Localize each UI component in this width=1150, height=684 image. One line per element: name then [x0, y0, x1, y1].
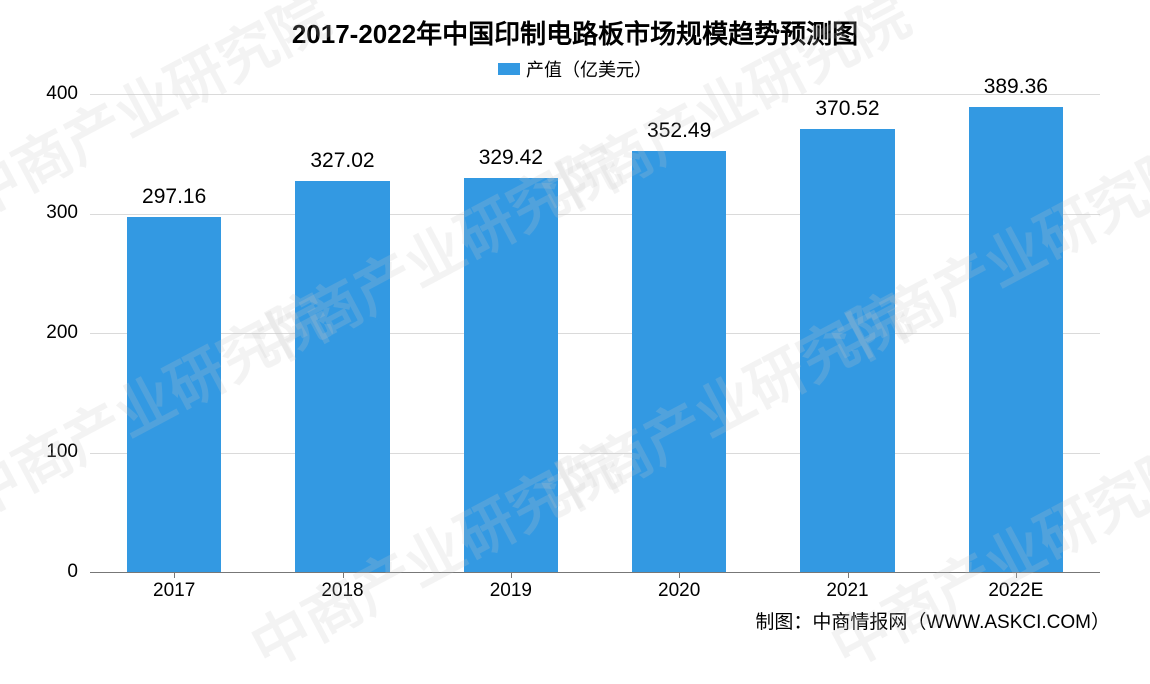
x-tick-mark	[174, 572, 175, 578]
plot-area: 0100200300400297.162017327.022018329.422…	[90, 94, 1100, 572]
x-tick-label: 2020	[658, 580, 700, 602]
x-tick-label: 2018	[321, 580, 363, 602]
data-label: 297.16	[142, 185, 206, 209]
y-tick-label: 400	[30, 83, 78, 105]
legend-swatch-icon	[498, 63, 520, 75]
bar	[800, 129, 894, 572]
bar	[464, 178, 558, 572]
x-tick-label: 2019	[490, 580, 532, 602]
legend-label: 产值（亿美元）	[526, 56, 652, 82]
x-tick-mark	[679, 572, 680, 578]
chart-title: 2017-2022年中国印制电路板市场规模趋势预测图	[0, 14, 1150, 51]
bar	[969, 107, 1063, 572]
x-tick-mark	[343, 572, 344, 578]
y-tick-label: 300	[30, 202, 78, 224]
y-tick-label: 0	[30, 561, 78, 583]
bar-slot: 389.36	[932, 94, 1100, 572]
bar-slot: 370.52	[763, 94, 931, 572]
x-tick-mark	[1016, 572, 1017, 578]
x-tick-mark	[511, 572, 512, 578]
y-tick-label: 100	[30, 441, 78, 463]
chart-container: 2017-2022年中国印制电路板市场规模趋势预测图 产值（亿美元） 01002…	[0, 0, 1150, 646]
x-tick-label: 2022E	[988, 580, 1043, 602]
bar-slot: 352.49	[595, 94, 763, 572]
data-label: 370.52	[815, 97, 879, 121]
data-label: 327.02	[310, 149, 374, 173]
bar	[295, 181, 389, 572]
x-tick-mark	[848, 572, 849, 578]
y-tick-label: 200	[30, 322, 78, 344]
legend-item: 产值（亿美元）	[498, 56, 652, 82]
data-label: 352.49	[647, 119, 711, 143]
bar-slot: 327.02	[258, 94, 426, 572]
data-label: 329.42	[479, 146, 543, 170]
data-label: 389.36	[984, 75, 1048, 99]
bar-slot: 329.42	[427, 94, 595, 572]
bar	[127, 217, 221, 572]
legend: 产值（亿美元）	[0, 56, 1150, 82]
gridline	[90, 572, 1100, 573]
bar-slot: 297.16	[90, 94, 258, 572]
credit-text: 制图：中商情报网（WWW.ASKCI.COM）	[755, 607, 1110, 634]
bar	[632, 151, 726, 572]
x-tick-label: 2017	[153, 580, 195, 602]
x-tick-label: 2021	[826, 580, 868, 602]
